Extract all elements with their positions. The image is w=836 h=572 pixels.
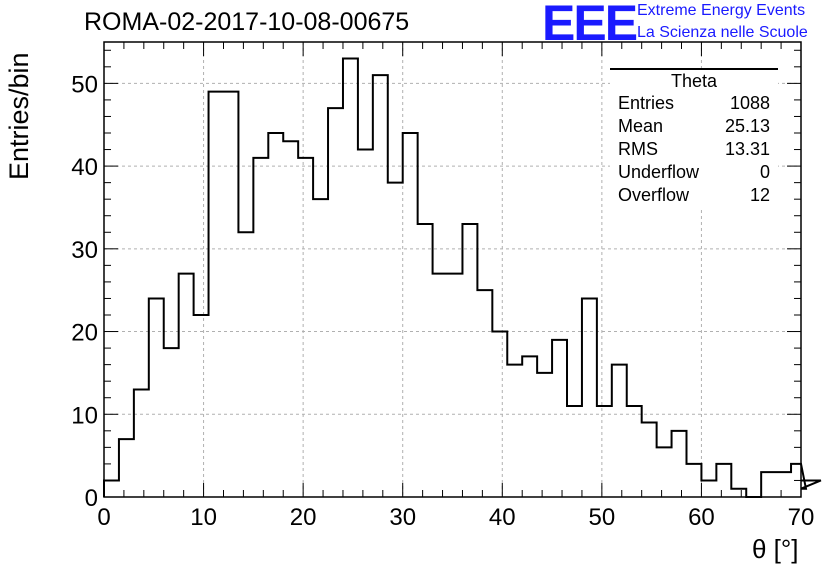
logo-caption-line2: La Scienza nelle Scuole [637, 24, 808, 41]
stats-box: Theta Entries 1088 Mean 25.13 RMS 13.31 Und… [610, 68, 778, 207]
stats-box-name: Theta [610, 68, 778, 92]
x-tick-label: 0 [97, 504, 110, 531]
stats-value: 13.31 [724, 139, 770, 159]
stats-value: 0 [759, 162, 770, 182]
y-tick-label: 30 [71, 237, 98, 264]
y-tick-label: 20 [71, 320, 98, 347]
stats-row-mean: Mean 25.13 [610, 115, 778, 138]
x-tick-label: 70 [788, 504, 815, 531]
x-tick-label: 50 [589, 504, 616, 531]
x-axis-label: θ [°] [752, 534, 799, 564]
stats-label: Entries [618, 93, 675, 113]
x-tick-label: 20 [290, 504, 317, 531]
stats-label: RMS [618, 139, 658, 159]
stats-row-overflow: Overflow 12 [610, 184, 778, 207]
stats-label: Mean [618, 116, 664, 136]
logo-caption-line1: Extreme Energy Events [637, 2, 806, 19]
plot-frame [103, 41, 802, 498]
x-tick-label: 60 [688, 504, 715, 531]
x-tick-label: 30 [389, 504, 416, 531]
y-tick-label: 10 [71, 402, 98, 429]
y-tick-label: 40 [71, 154, 98, 181]
y-tick-label: 50 [71, 71, 98, 98]
stats-value: 1088 [729, 93, 770, 113]
chart-title: ROMA-02-2017-10-08-00675 [84, 8, 410, 36]
stats-label: Overflow [618, 185, 690, 205]
stats-row-rms: RMS 13.31 [610, 138, 778, 161]
histogram-series-line [103, 57, 822, 498]
stats-label: Underflow [618, 162, 700, 182]
stats-value: 12 [749, 185, 770, 205]
x-tick-label: 10 [190, 504, 217, 531]
stats-row-underflow: Underflow 0 [610, 161, 778, 184]
x-tick-label: 40 [489, 504, 516, 531]
eee-logo: EEE [542, 0, 638, 51]
stats-row-entries: Entries 1088 [610, 92, 778, 115]
stats-value: 25.13 [724, 116, 770, 136]
y-tick-label: 0 [85, 485, 98, 512]
y-axis-label: Entries/bin [4, 52, 34, 180]
